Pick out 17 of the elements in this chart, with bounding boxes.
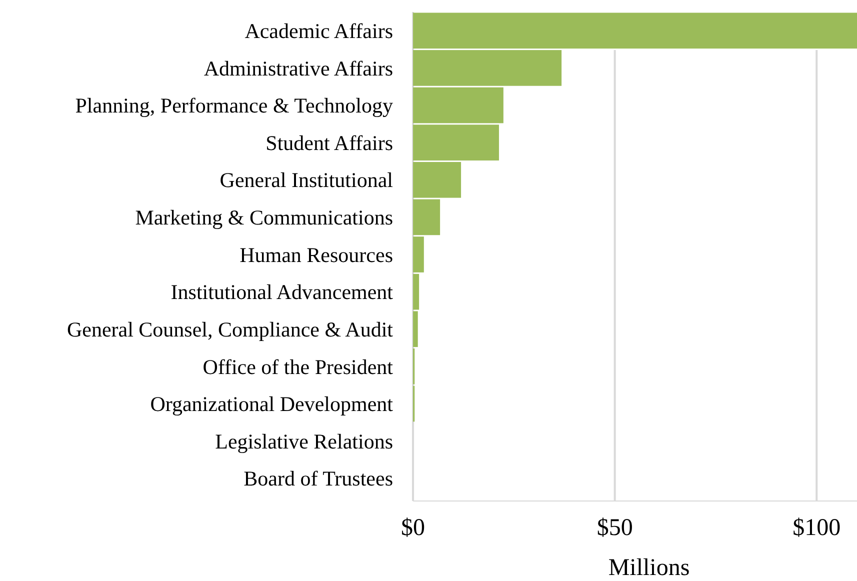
y-tick-label: Legislative Relations <box>215 429 393 454</box>
y-tick-label: Planning, Performance & Technology <box>75 94 394 118</box>
x-axis-title: Millions <box>608 555 690 581</box>
y-tick-label: Institutional Advancement <box>170 280 394 304</box>
x-tick-label: $0 <box>401 515 425 541</box>
y-tick-label: Board of Trustees <box>244 466 393 491</box>
y-tick-label: General Counsel, Compliance & Audit <box>66 317 394 342</box>
y-tick-label: Marketing & Communications <box>135 206 393 230</box>
y-tick-label: Organizational Development <box>150 392 394 416</box>
y-tick-label: Student Affairs <box>266 130 393 155</box>
y-tick-label: Human Resources <box>240 242 393 267</box>
x-tick-label: $50 <box>596 515 633 541</box>
y-tick-label: Academic Affairs <box>244 19 393 44</box>
x-tick-label: $100 <box>792 515 841 541</box>
y-tick-label: General Institutional <box>220 168 394 192</box>
y-tick-label: Administrative Affairs <box>204 56 393 80</box>
y-tick-label: Office of the President <box>202 354 394 379</box>
